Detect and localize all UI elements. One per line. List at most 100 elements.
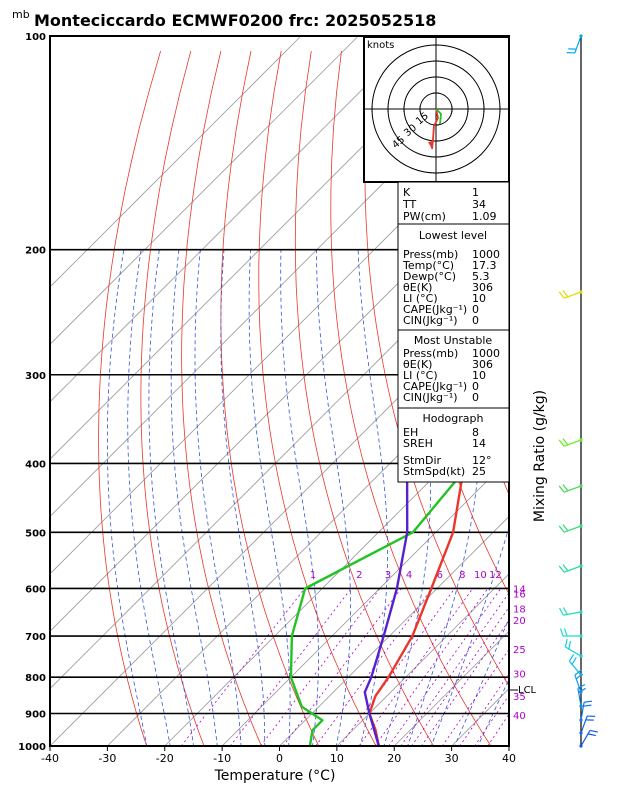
wind-barb-feather	[558, 439, 565, 447]
temperature-tick-label: 10	[330, 752, 344, 765]
ll-dewp-label: Dewp(°C)	[403, 270, 456, 283]
x-axis-label: Temperature (°C)	[214, 768, 336, 784]
mixing-ratio-line	[339, 588, 455, 746]
moist-adiabat	[248, 249, 291, 746]
mixing-ratio-line	[421, 619, 509, 746]
temperature-tick-label: -40	[41, 752, 59, 765]
lcl-label: LCL	[518, 685, 537, 696]
wind-barb	[568, 660, 582, 676]
dry-adiabat	[491, 50, 509, 233]
temperature-tick-label: -30	[98, 752, 116, 765]
pressure-tick-label: 200	[25, 246, 46, 257]
mixing-ratio-label: 8	[459, 570, 465, 581]
moist-adiabat	[316, 249, 351, 746]
mixing-ratio-label: 10	[474, 570, 487, 581]
dry-adiabat	[140, 50, 205, 746]
mixing-ratio-label: 20	[513, 616, 526, 627]
wind-barb	[563, 291, 582, 299]
isotherm	[50, 36, 417, 403]
wind-barb-feather	[558, 565, 565, 573]
ll-cape-value: 0	[472, 303, 479, 316]
stmspd-label: StmSpd(kt)	[403, 465, 465, 478]
mixing-ratio-label: 1	[310, 570, 316, 581]
wind-barb-feather	[563, 628, 568, 637]
mixing-ratio-label: 18	[513, 604, 526, 615]
mixing-ratio-line	[487, 713, 509, 746]
mixing-ratio-line	[229, 588, 352, 746]
wind-profile	[558, 34, 598, 748]
moist-adiabat	[194, 249, 242, 746]
dry-adiabat	[613, 51, 618, 761]
stmdir-label: StmDir	[403, 454, 442, 467]
wind-barb-feather	[562, 290, 569, 298]
ll-cape-label: CAPE(Jkg⁻¹)	[403, 303, 467, 316]
moist-adiabat	[357, 249, 388, 746]
pw-label: PW(cm)	[403, 210, 446, 223]
wind-barb	[565, 646, 582, 657]
isotherm	[50, 36, 302, 288]
ll-temp-label: Temp(°C)	[402, 259, 454, 272]
wind-barb-feather	[558, 485, 565, 493]
pw-value: 1.09	[472, 210, 497, 223]
pressure-tick-label: 400	[25, 459, 46, 470]
moist-adiabat	[430, 525, 509, 746]
mu-cape-label: CAPE(Jkg⁻¹)	[403, 380, 467, 393]
wind-barb-feather	[587, 733, 596, 737]
storm-motion-arrow	[428, 141, 434, 149]
mu-li-value: 10	[472, 369, 486, 382]
mixing-ratio-label: 4	[406, 570, 412, 581]
wind-barb	[563, 565, 582, 573]
ll-li-label: LI (°C)	[403, 292, 438, 305]
wind-barb	[563, 525, 582, 533]
pressure-tick-label: 900	[25, 710, 46, 721]
mu-cin-label: CIN(Jkg⁻¹)	[403, 391, 458, 404]
wind-barb	[580, 730, 591, 747]
stmspd-value: 25	[472, 465, 486, 478]
wind-barb	[563, 485, 582, 493]
isotherm	[50, 171, 509, 632]
mixing-ratio-line	[374, 588, 489, 746]
wind-barb-feather	[558, 525, 565, 533]
ll-press-label: Press(mb)	[403, 248, 458, 261]
eh-label: EH	[403, 426, 418, 439]
wind-barb-feather	[562, 524, 569, 532]
wind-barb	[577, 688, 582, 707]
tt-value: 34	[472, 198, 486, 211]
wind-barb-feather	[568, 654, 575, 662]
sreh-value: 14	[472, 437, 486, 450]
wind-barb-feather	[562, 438, 569, 446]
mixing-ratio-line	[400, 592, 509, 746]
dry-adiabat	[583, 51, 618, 761]
ll-cin-value: 0	[472, 314, 479, 327]
pressure-tick-labels: 100 200 300 400 500 600 700 800 900 1000	[18, 32, 46, 753]
isotherm	[336, 573, 509, 746]
mixing-ratio-label: 3	[385, 570, 391, 581]
mu-theta-label: θE(K)	[403, 358, 432, 371]
wind-barb	[574, 35, 582, 54]
chart-title: Monteciccardo ECMWF0200 frc: 2025052518	[34, 11, 436, 30]
temperature-tick-label: 30	[445, 752, 459, 765]
mixing-ratio-label: 40	[513, 711, 526, 722]
mixing-ratio-label: 6	[437, 570, 443, 581]
pressure-tick-label: 800	[25, 673, 46, 684]
mu-press-label: Press(mb)	[403, 347, 458, 360]
wind-barb	[563, 611, 582, 616]
moist-adiabat	[477, 678, 509, 746]
dry-adiabat	[181, 50, 262, 746]
moist-adiabat	[148, 249, 195, 746]
temperature-profile	[368, 303, 509, 746]
mixing-ratio-label: 2	[356, 570, 362, 581]
dry-adiabat	[294, 50, 435, 746]
mixing-ratio-line	[411, 606, 509, 746]
wind-barb-feather	[562, 484, 569, 492]
dry-adiabat	[258, 50, 377, 746]
k-label: K	[403, 186, 411, 199]
dry-adiabat	[330, 50, 492, 746]
wind-barb-feather	[564, 639, 568, 648]
ll-theta-label: θE(K)	[403, 281, 432, 294]
moist-adiabat	[170, 249, 218, 746]
temperature-tick-label: 20	[387, 752, 401, 765]
mixing-ratio-label: 14	[513, 584, 526, 595]
